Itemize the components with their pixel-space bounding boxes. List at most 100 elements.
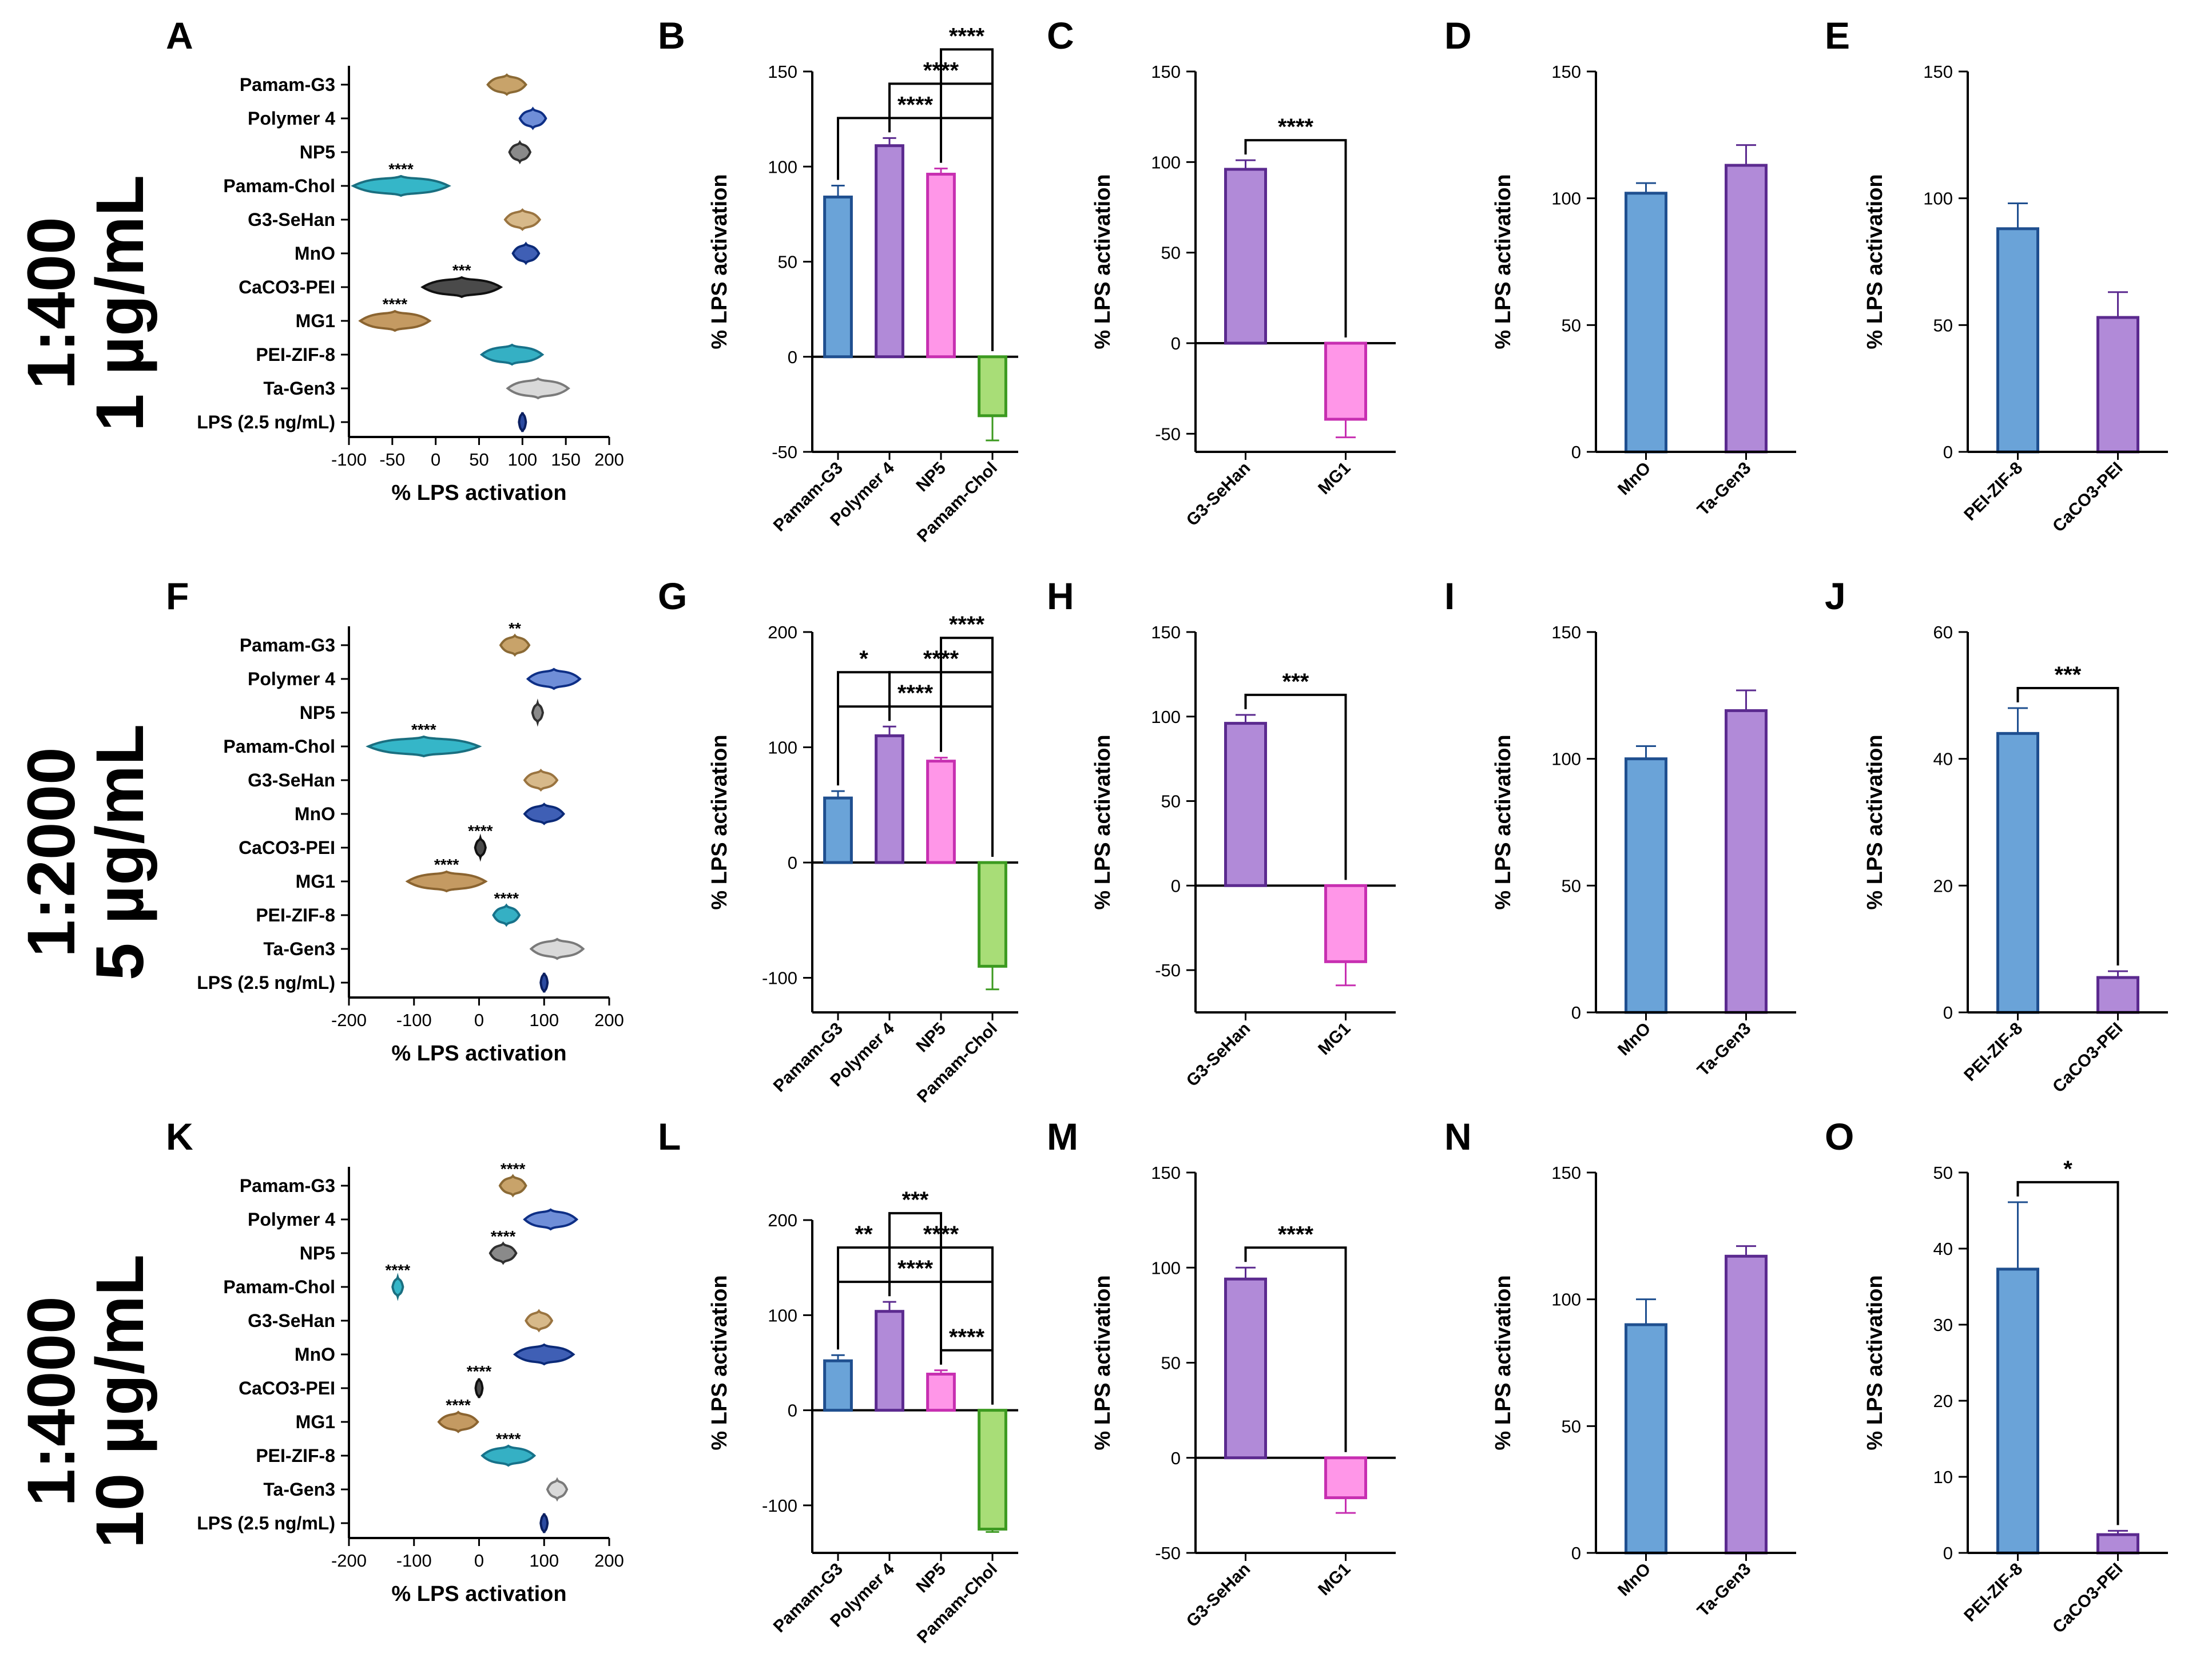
y-tick-label: 10 bbox=[1933, 1467, 1953, 1487]
bar-panel-O: O 0 10 20 30 40 50 % LPS activation PEI-ZIF-8 CaC… bbox=[1825, 1115, 2168, 1637]
bar-panel-J: J 0 20 40 60 % LPS activation PEI-ZIF-8 CaCO3-P… bbox=[1825, 575, 2168, 1096]
x-tick-label: -50 bbox=[379, 450, 405, 470]
y-axis-title: % LPS activation bbox=[1091, 1275, 1115, 1450]
bar bbox=[1625, 1323, 1667, 1555]
x-category-group: NP5 bbox=[912, 1019, 950, 1056]
y-axis-title: % LPS activation bbox=[708, 174, 732, 349]
y-tick-label: 200 bbox=[768, 622, 797, 642]
violin-shape bbox=[420, 276, 503, 299]
bar bbox=[926, 173, 956, 359]
violin-category-label: CaCO3-PEI bbox=[239, 277, 335, 297]
y-tick-label: -50 bbox=[1155, 1543, 1181, 1563]
violin-significance-label: **** bbox=[468, 822, 493, 840]
violin-shape bbox=[518, 412, 527, 432]
significance-label: ** bbox=[855, 1222, 873, 1247]
panel-letter-K: K bbox=[166, 1115, 193, 1158]
bar bbox=[1324, 1456, 1367, 1500]
violin-category-label: NP5 bbox=[300, 1243, 335, 1263]
x-category-label: PEI-ZIF-8 bbox=[1960, 1019, 2026, 1085]
y-tick-label: 0 bbox=[1571, 442, 1581, 462]
y-tick-label: 100 bbox=[1151, 152, 1181, 172]
bar bbox=[1725, 1254, 1768, 1555]
panel-letter-O: O bbox=[1825, 1115, 1854, 1158]
violin-category-label: Ta-Gen3 bbox=[263, 378, 335, 399]
violin-shape bbox=[480, 1444, 537, 1467]
y-tick-label: 0 bbox=[1943, 1003, 1953, 1023]
violin-category-label: Pamam-G3 bbox=[240, 74, 335, 95]
x-category-label: CaCO3-PEI bbox=[2049, 1560, 2126, 1637]
x-tick-label: 100 bbox=[529, 1551, 559, 1571]
violin-category-label: Polymer 4 bbox=[248, 669, 335, 689]
y-axis-title: % LPS activation bbox=[708, 1275, 732, 1450]
x-category-group: G3-SeHan bbox=[1183, 459, 1254, 530]
violin-category-label: Pamam-G3 bbox=[240, 1175, 335, 1196]
bar-panel-E: E 0 50 100 150 % LPS activation PEI-ZIF-8 CaCO3… bbox=[1825, 14, 2168, 536]
bar-panel-C: C -50 0 50 100 150 % LPS activation G3-SeHan MG1… bbox=[1047, 14, 1396, 530]
x-category-label: NP5 bbox=[912, 1019, 950, 1056]
y-tick-label: -100 bbox=[762, 1496, 797, 1516]
row-label-2-line2: 5 µg/mL bbox=[82, 724, 158, 980]
violin-shape bbox=[503, 208, 542, 231]
y-tick-label: 0 bbox=[1943, 1543, 1953, 1563]
violin-category-label: Ta-Gen3 bbox=[263, 1479, 335, 1500]
y-tick-label: 50 bbox=[1161, 1353, 1181, 1373]
bar bbox=[978, 1409, 1007, 1531]
violin-significance-label: **** bbox=[411, 721, 436, 738]
bar bbox=[1324, 884, 1367, 963]
y-tick-label: -50 bbox=[1155, 424, 1181, 444]
y-tick-label: 100 bbox=[768, 157, 797, 177]
bar bbox=[926, 760, 956, 864]
y-tick-label: 50 bbox=[1562, 315, 1581, 335]
y-tick-label: 0 bbox=[788, 347, 797, 367]
x-tick-label: 0 bbox=[474, 1551, 484, 1571]
row-label-3-line2: 10 µg/mL bbox=[82, 1254, 158, 1548]
x-category-label: MnO bbox=[1614, 459, 1654, 499]
violin-category-label: MG1 bbox=[296, 311, 335, 331]
y-tick-label: 100 bbox=[1923, 189, 1953, 209]
violin-shape bbox=[437, 1410, 479, 1433]
violin-shape bbox=[405, 870, 488, 893]
x-category-label: NP5 bbox=[912, 459, 950, 496]
violin-shape bbox=[546, 1477, 569, 1502]
violin-significance-label: ** bbox=[509, 619, 521, 637]
panel-letter-H: H bbox=[1047, 575, 1074, 617]
y-axis-title: % LPS activation bbox=[1091, 734, 1115, 909]
violin-shape bbox=[526, 667, 582, 690]
violin-significance-label: **** bbox=[434, 856, 459, 873]
violin-category-label: Pamam-Chol bbox=[223, 1277, 335, 1297]
x-tick-label: -100 bbox=[396, 1551, 432, 1571]
y-tick-label: 50 bbox=[1933, 1163, 1953, 1183]
y-tick-label: 50 bbox=[778, 252, 797, 272]
violin-significance-label: **** bbox=[386, 1261, 411, 1279]
violin-significance-label: **** bbox=[496, 1430, 521, 1448]
violin-shape bbox=[529, 937, 585, 960]
violin-panel-F: F -200 -100 0 100 200 % LPS activation Pamam-G3… bbox=[166, 575, 624, 1066]
x-category-label: MG1 bbox=[1315, 1560, 1354, 1599]
y-tick-label: 50 bbox=[1933, 315, 1953, 335]
x-axis-title: % LPS activation bbox=[391, 1042, 566, 1066]
y-tick-label: 20 bbox=[1933, 1391, 1953, 1411]
violin-shape bbox=[474, 833, 487, 862]
violin-shape bbox=[474, 1378, 484, 1398]
significance-label: * bbox=[2063, 1157, 2072, 1182]
y-axis-title-group: % LPS activation bbox=[708, 174, 732, 349]
significance-label: **** bbox=[949, 1325, 985, 1350]
x-category-label: Ta-Gen3 bbox=[1694, 1019, 1755, 1080]
significance-label: **** bbox=[949, 23, 985, 49]
significance-bracket bbox=[940, 48, 994, 351]
bar bbox=[875, 144, 904, 359]
violin-panel-A: A -100 -50 0 50 100 150 200 % LPS activation Pama… bbox=[166, 14, 624, 505]
y-tick-label: 100 bbox=[1551, 749, 1581, 769]
x-category-label: CaCO3-PEI bbox=[2049, 459, 2126, 536]
x-category-group: MnO bbox=[1614, 1019, 1654, 1059]
row-label-1-line2: 1 µg/mL bbox=[82, 175, 158, 431]
x-category-group: NP5 bbox=[912, 459, 950, 496]
x-category-group: MG1 bbox=[1315, 1560, 1354, 1599]
x-category-label: G3-SeHan bbox=[1183, 1019, 1254, 1091]
x-category-label: NP5 bbox=[912, 1560, 950, 1597]
x-category-label: PEI-ZIF-8 bbox=[1960, 1560, 2026, 1626]
x-category-label: Ta-Gen3 bbox=[1694, 459, 1755, 520]
